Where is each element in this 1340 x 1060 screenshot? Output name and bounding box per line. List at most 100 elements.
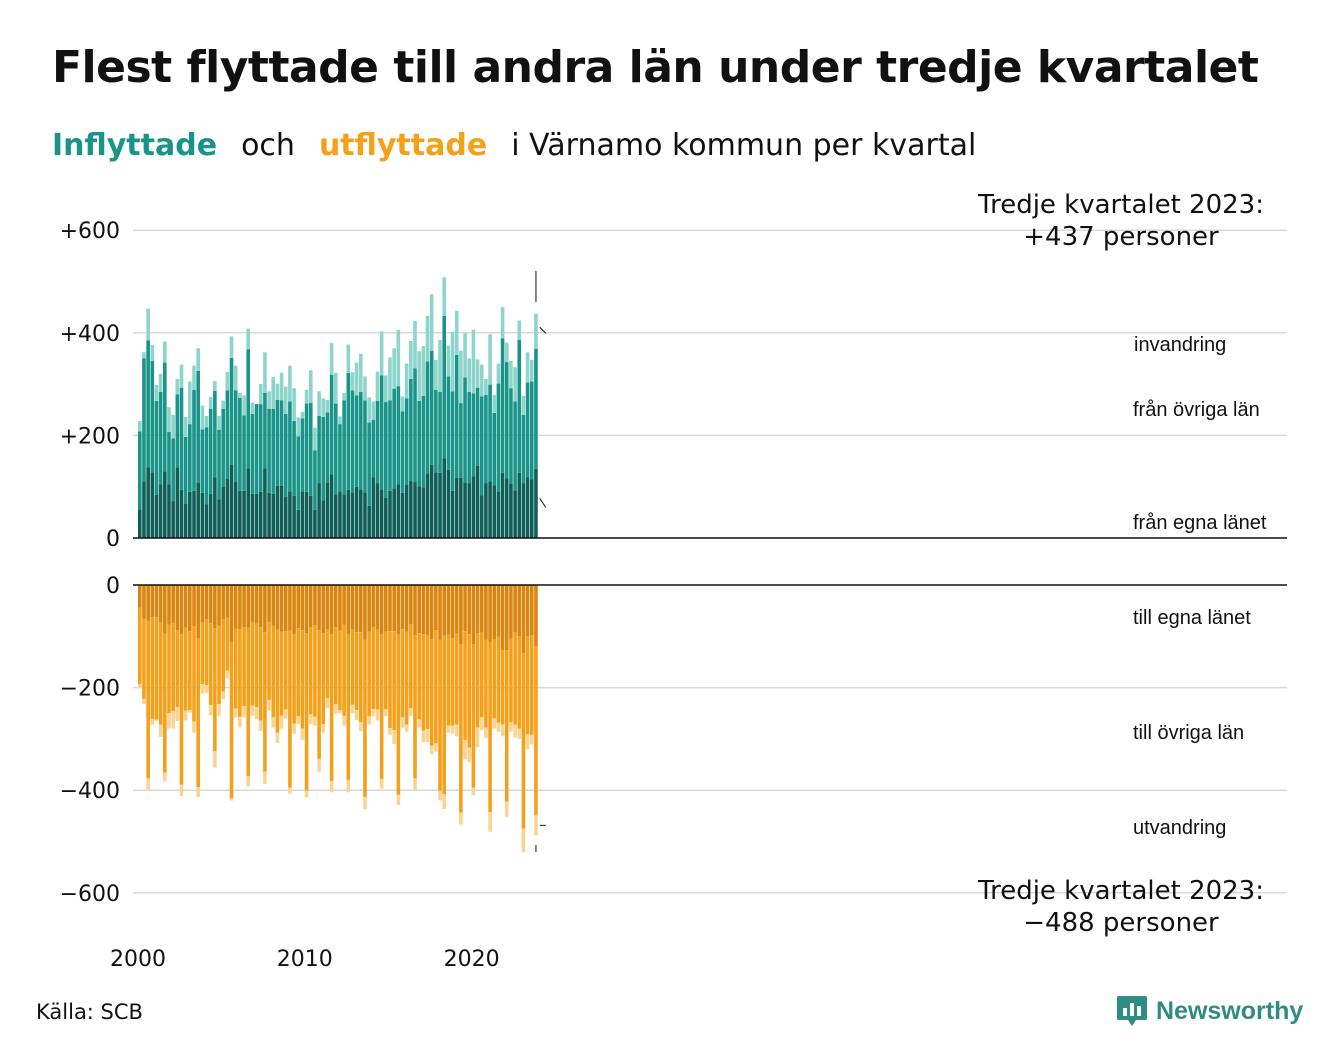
bar-inflyttade-invandring (467, 358, 472, 392)
bar-utflyttade-utvandring (196, 787, 200, 797)
bar-utflyttade-till-ovriga (292, 634, 296, 724)
gridlines (133, 229, 1287, 894)
bar-utflyttade-utvandring (500, 724, 505, 737)
bar-utflyttade-till-egna (350, 585, 355, 630)
bar-inflyttade-invandring (350, 372, 355, 391)
bar-utflyttade-utvandring (513, 724, 517, 738)
bar-inflyttade-invandring (479, 364, 484, 397)
bar-inflyttade-fran-ovriga (384, 402, 388, 498)
bar-utflyttade-till-ovriga (338, 630, 342, 711)
bar-inflyttade-invandring (413, 321, 417, 369)
bar-inflyttade-fran-egna (317, 483, 321, 538)
bar-utflyttade-till-ovriga (321, 633, 326, 725)
bar-utflyttade-till-egna (384, 585, 388, 632)
bar-inflyttade-invandring (484, 378, 488, 395)
bar-utflyttade-till-ovriga (313, 625, 317, 717)
bar-inflyttade-invandring (525, 352, 530, 383)
bar-inflyttade-invandring (167, 407, 171, 432)
bar-inflyttade-fran-ovriga (329, 374, 334, 475)
y-tick-label-top: +400 (60, 322, 120, 347)
bar-utflyttade-till-egna (404, 585, 409, 632)
bar-utflyttade-till-egna (425, 585, 430, 636)
bar-utflyttade-utvandring (529, 734, 534, 745)
bar-utflyttade-till-egna (417, 585, 421, 634)
bar-inflyttade-invandring (492, 394, 497, 413)
bar-inflyttade-fran-egna (292, 495, 296, 538)
bar-utflyttade-till-ovriga (333, 627, 338, 705)
bar-inflyttade-invandring (233, 365, 238, 391)
bar-inflyttade-fran-ovriga (388, 400, 392, 491)
bar-utflyttade-till-ovriga (450, 638, 455, 726)
bar-utflyttade-till-ovriga (250, 621, 255, 706)
bar-inflyttade-invandring (367, 397, 371, 423)
label-utvandring: utvandring (1133, 817, 1226, 839)
bar-utflyttade-utvandring (504, 801, 509, 817)
bar-inflyttade-fran-egna (183, 503, 188, 538)
bar-inflyttade-fran-ovriga (517, 339, 522, 473)
bar-utflyttade-till-ovriga (217, 625, 221, 705)
bar-inflyttade-fran-egna (313, 509, 317, 538)
bar-inflyttade-invandring (471, 329, 476, 394)
bar-inflyttade-fran-ovriga (283, 413, 288, 497)
bar-inflyttade-fran-ovriga (396, 386, 401, 485)
bar-inflyttade-fran-egna (400, 492, 405, 538)
bar-utflyttade-till-ovriga (363, 639, 367, 797)
bar-utflyttade-till-ovriga (409, 623, 413, 709)
bar-utflyttade-till-egna (475, 585, 480, 634)
bar-inflyttade-invandring (363, 376, 367, 401)
bar-utflyttade-till-ovriga (442, 635, 447, 795)
bar-inflyttade-fran-ovriga (525, 382, 530, 478)
bar-inflyttade-invandring (267, 391, 271, 409)
bar-inflyttade-invandring (279, 372, 284, 401)
bar-inflyttade-invandring (333, 372, 338, 404)
bar-inflyttade-fran-egna (192, 490, 196, 538)
bar-inflyttade-fran-egna (504, 478, 509, 538)
bar-inflyttade-fran-ovriga (275, 400, 280, 486)
bar-inflyttade-fran-egna (475, 465, 480, 538)
bar-utflyttade-till-ovriga (238, 629, 242, 717)
bar-utflyttade-till-ovriga (454, 633, 459, 725)
bar-utflyttade-till-egna (154, 585, 159, 618)
bar-utflyttade-utvandring (300, 728, 305, 740)
bar-utflyttade-till-egna (496, 585, 501, 637)
bar-utflyttade-till-ovriga (479, 632, 484, 718)
bar-utflyttade-till-ovriga (192, 626, 196, 722)
bar-inflyttade-fran-ovriga (246, 349, 251, 469)
bar-utflyttade-till-ovriga (200, 622, 205, 685)
bar-utflyttade-till-egna (459, 585, 463, 644)
bar-utflyttade-till-egna (300, 585, 305, 631)
bar-inflyttade-invandring (392, 348, 396, 389)
bar-utflyttade-utvandring (317, 758, 321, 772)
bar-utflyttade-till-ovriga (371, 627, 376, 710)
bar-utflyttade-till-ovriga (434, 630, 438, 744)
bar-inflyttade-fran-ovriga (392, 388, 396, 489)
bar-inflyttade-fran-ovriga (175, 394, 180, 468)
bar-utflyttade-till-egna (317, 585, 321, 631)
bar-inflyttade-fran-ovriga (250, 413, 255, 494)
bar-inflyttade-fran-ovriga (434, 389, 438, 473)
bar-inflyttade-fran-egna (213, 477, 217, 538)
bar-utflyttade-till-ovriga (142, 618, 146, 699)
bar-inflyttade-fran-ovriga (204, 427, 209, 505)
bar-inflyttade-fran-egna (188, 491, 192, 538)
bar-utflyttade-utvandring (246, 776, 251, 787)
bar-inflyttade-invandring (217, 415, 221, 430)
bar-utflyttade-till-egna (338, 585, 342, 631)
bar-inflyttade-fran-ovriga (321, 416, 326, 501)
bar-utflyttade-utvandring (208, 705, 213, 716)
y-tick-label-top: +600 (60, 219, 120, 244)
bar-inflyttade-fran-egna (446, 469, 451, 538)
bar-inflyttade-invandring (200, 405, 205, 430)
bar-utflyttade-till-ovriga (175, 630, 180, 708)
bar-utflyttade-till-egna (288, 585, 292, 631)
bar-inflyttade-fran-ovriga (446, 376, 451, 470)
bar-utflyttade-till-egna (413, 585, 417, 636)
bar-inflyttade-invandring (250, 402, 255, 414)
bar-utflyttade-utvandring (288, 787, 292, 794)
bar-inflyttade-fran-egna (367, 505, 371, 538)
bar-utflyttade-till-egna (454, 585, 459, 634)
bar-inflyttade-invandring (438, 339, 442, 392)
bar-utflyttade-utvandring (434, 743, 438, 752)
bar-inflyttade-invandring (396, 329, 401, 387)
bar-inflyttade-invandring (379, 331, 384, 376)
